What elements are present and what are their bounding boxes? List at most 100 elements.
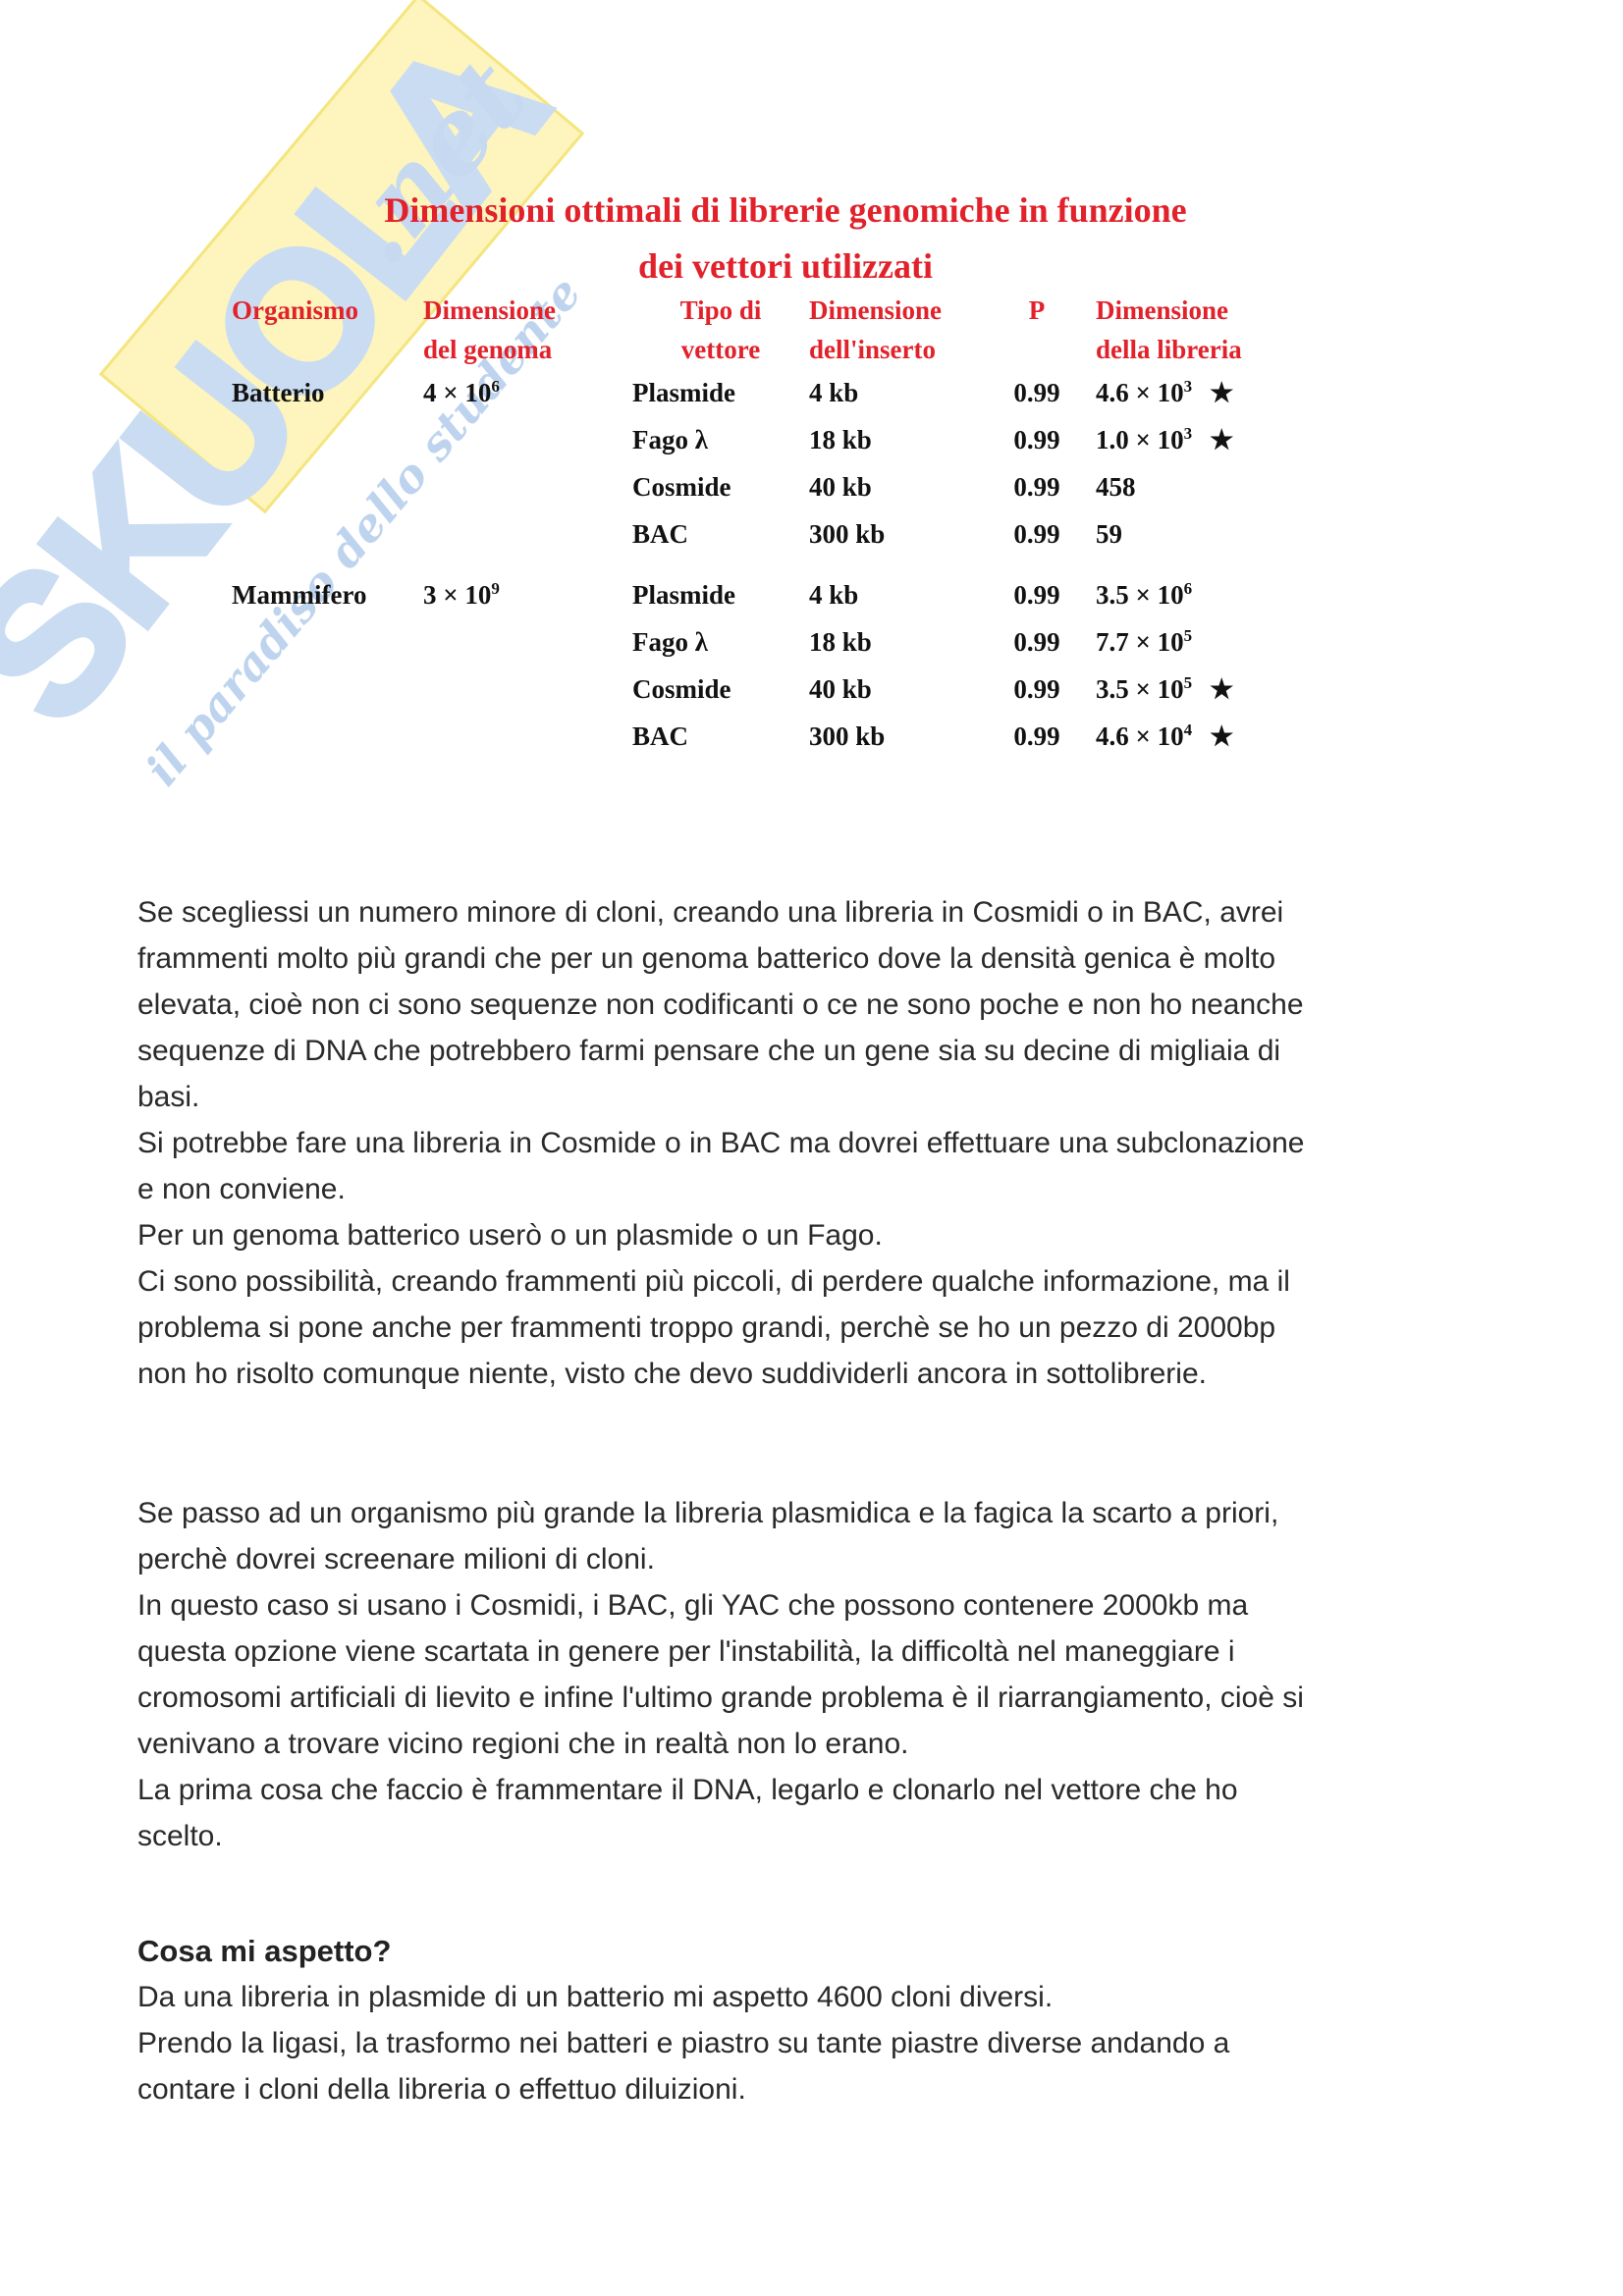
text-line: contare i cloni della libreria o effettu… <box>137 2073 746 2106</box>
cell-p: 0.99 <box>1013 519 1060 549</box>
text-line: e non conviene. <box>137 1173 346 1205</box>
star-icon: ★ <box>1210 378 1234 407</box>
library-value: 7.7 × 10 <box>1096 627 1184 657</box>
cell-insert: 300 kb <box>809 519 886 549</box>
table-row: BAC 300 kb 0.99 59 <box>232 510 1390 558</box>
library-exponent: 5 <box>1183 673 1193 692</box>
cell-vector: BAC <box>632 519 689 549</box>
cell-organism: Batterio <box>232 378 325 407</box>
cell-insert: 4 kb <box>809 580 859 610</box>
col-header-libreria-line1: Dimensione <box>1096 295 1228 325</box>
cell-p: 0.99 <box>1013 425 1060 454</box>
text-line: cromosomi artificiali di lievito e infin… <box>137 1682 1304 1714</box>
library-value: 1.0 × 10 <box>1096 425 1184 454</box>
cell-p: 0.99 <box>1013 378 1060 407</box>
table-row: BAC 300 kb 0.99 4.6 × 104 ★ <box>232 713 1390 760</box>
cell-genome: 3 × 109 <box>423 571 632 618</box>
text-line: Se scegliessi un numero minore di cloni,… <box>137 896 1284 929</box>
star-icon: ★ <box>1210 721 1234 751</box>
cell-insert: 40 kb <box>809 674 872 704</box>
paragraph-block-3: Da una libreria in plasmide di un batter… <box>137 1974 1492 2112</box>
col-header-inserto-line2: dell'inserto <box>809 335 936 364</box>
cell-vector: Plasmide <box>632 580 735 610</box>
cell-insert: 300 kb <box>809 721 886 751</box>
genome-value: 3 × 10 <box>423 580 492 610</box>
cell-genome <box>423 416 632 463</box>
table-row: Fago λ 18 kb 0.99 7.7 × 105 <box>232 618 1390 666</box>
cell-organism <box>232 618 423 666</box>
cell-genome <box>423 666 632 713</box>
col-header-libreria: Dimensione della libreria <box>1096 291 1390 369</box>
cell-organism: Mammifero <box>232 580 367 610</box>
col-header-genoma: Dimensione del genoma <box>423 291 632 369</box>
cell-library: 1.0 × 103 ★ <box>1096 416 1390 463</box>
text-line: basi. <box>137 1081 200 1113</box>
star-icon: ★ <box>1210 674 1234 704</box>
text-line: Da una libreria in plasmide di un batter… <box>137 1981 1054 2013</box>
cell-insert: 4 kb <box>809 378 859 407</box>
cell-library: 4.6 × 104 ★ <box>1096 713 1390 760</box>
cell-vector: Fago λ <box>632 627 709 657</box>
library-exponent: 4 <box>1183 721 1193 739</box>
cell-organism <box>232 713 423 760</box>
section-heading: Cosa mi aspetto? <box>137 1934 392 1968</box>
col-header-vettore-line2: vettore <box>680 335 761 364</box>
table-title-line1: Dimensioni ottimali di librerie genomich… <box>384 190 1187 230</box>
cell-insert: 18 kb <box>809 627 872 657</box>
genome-exponent: 6 <box>491 377 500 396</box>
library-value: 59 <box>1096 519 1122 549</box>
table-header-row: Organismo Dimensione del genoma Tipo di … <box>232 291 1390 369</box>
cell-organism <box>232 666 423 713</box>
text-line: frammenti molto più grandi che per un ge… <box>137 942 1275 975</box>
text-line: La prima cosa che faccio è frammentare i… <box>137 1774 1238 1806</box>
col-header-p: P <box>1028 295 1046 325</box>
cell-insert: 40 kb <box>809 472 872 502</box>
library-value: 458 <box>1096 472 1136 502</box>
col-header-inserto: Dimensione dell'inserto <box>809 291 978 369</box>
cell-genome <box>423 713 632 760</box>
table-row: Mammifero 3 × 109 Plasmide 4 kb 0.99 3.5… <box>232 571 1390 618</box>
col-header-inserto-line1: Dimensione <box>809 295 942 325</box>
cell-vector: Cosmide <box>632 674 731 704</box>
text-line: venivano a trovare vicino regioni che in… <box>137 1728 909 1760</box>
cell-p: 0.99 <box>1013 472 1060 502</box>
text-line: Si potrebbe fare una libreria in Cosmide… <box>137 1127 1305 1159</box>
library-value: 3.5 × 10 <box>1096 580 1184 610</box>
cell-genome <box>423 618 632 666</box>
text-line: sequenze di DNA che potrebbero farmi pen… <box>137 1035 1281 1067</box>
col-header-genoma-line2: del genoma <box>423 335 553 364</box>
col-header-vettore-line1: Tipo di <box>679 295 762 325</box>
cell-p: 0.99 <box>1013 721 1060 751</box>
col-header-vettore: Tipo di vettore <box>632 291 809 369</box>
cell-library: 59 <box>1096 510 1390 558</box>
library-value: 3.5 × 10 <box>1096 674 1184 704</box>
cell-vector: Fago λ <box>632 425 709 454</box>
paragraph-block-2: Se passo ad un organismo più grande la l… <box>137 1490 1492 1859</box>
cell-library: 3.5 × 106 <box>1096 571 1390 618</box>
cell-library: 7.7 × 105 <box>1096 618 1390 666</box>
genome-value: 4 × 10 <box>423 378 492 407</box>
table-row: Fago λ 18 kb 0.99 1.0 × 103 ★ <box>232 416 1390 463</box>
text-line: Per un genoma batterico userò o un plasm… <box>137 1219 883 1252</box>
cell-organism <box>232 416 423 463</box>
table-row: Cosmide 40 kb 0.99 3.5 × 105 ★ <box>232 666 1390 713</box>
cell-vector: Plasmide <box>632 378 735 407</box>
body-text: Se scegliessi un numero minore di cloni,… <box>137 889 1492 2112</box>
cell-genome: 4 × 106 <box>423 369 632 416</box>
cell-genome <box>423 463 632 510</box>
cell-vector: BAC <box>632 721 689 751</box>
col-header-genoma-line1: Dimensione <box>423 295 556 325</box>
library-value: 4.6 × 10 <box>1096 378 1184 407</box>
text-line: elevata, cioè non ci sono sequenze non c… <box>137 988 1304 1021</box>
cell-organism <box>232 463 423 510</box>
cell-library: 4.6 × 103 ★ <box>1096 369 1390 416</box>
text-line: In questo caso si usano i Cosmidi, i BAC… <box>137 1589 1249 1622</box>
cell-genome <box>423 510 632 558</box>
text-line: Prendo la ligasi, la trasformo nei batte… <box>137 2027 1230 2059</box>
cell-p: 0.99 <box>1013 580 1060 610</box>
cell-library: 3.5 × 105 ★ <box>1096 666 1390 713</box>
text-line: Ci sono possibilità, creando frammenti p… <box>137 1265 1290 1298</box>
library-exponent: 5 <box>1183 626 1193 645</box>
cell-vector: Cosmide <box>632 472 731 502</box>
